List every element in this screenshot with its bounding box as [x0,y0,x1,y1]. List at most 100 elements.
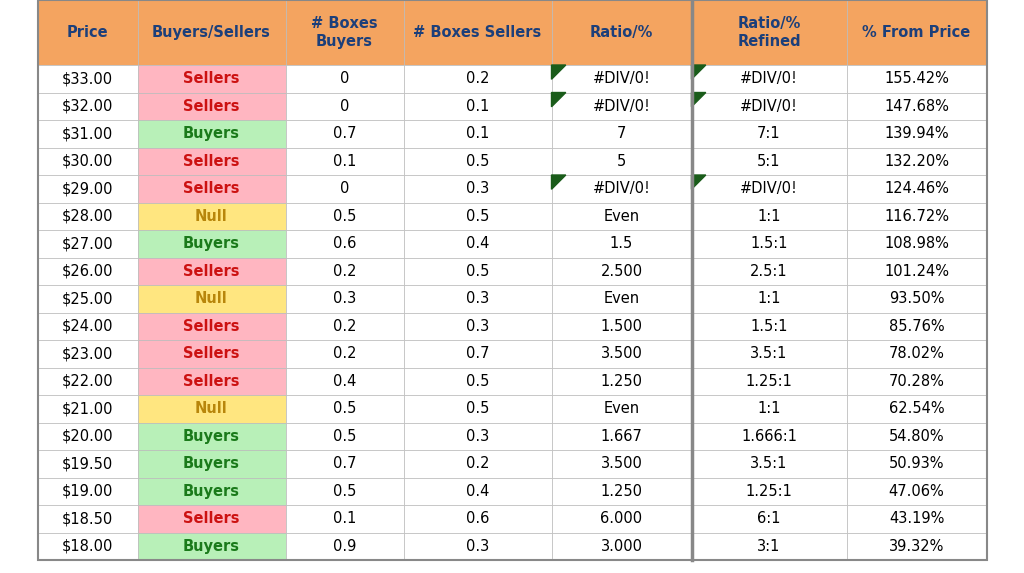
Text: 70.28%: 70.28% [889,374,944,388]
Bar [847,422,986,450]
Bar [137,422,286,450]
Text: #DIV/0!: #DIV/0! [740,99,798,114]
Bar [286,395,403,422]
Bar [847,532,986,560]
Text: 0.5: 0.5 [466,209,489,223]
Bar [286,312,403,340]
Bar [137,0,286,65]
Text: 0.7: 0.7 [466,346,489,361]
Bar [847,202,986,230]
Bar [552,367,691,395]
Text: $27.00: $27.00 [61,236,114,251]
Bar [137,340,286,367]
Text: 0: 0 [340,181,349,196]
Bar [552,450,691,477]
Text: 6.000: 6.000 [600,511,643,526]
Text: 85.76%: 85.76% [889,319,944,333]
Text: #DIV/0!: #DIV/0! [593,181,650,196]
Bar [552,477,691,505]
Bar [691,395,847,422]
Bar [137,257,286,285]
Bar [403,532,552,560]
Bar [137,312,286,340]
Text: 3.5:1: 3.5:1 [751,346,787,361]
Bar [403,120,552,147]
Bar [847,92,986,120]
Text: 0.5: 0.5 [466,264,489,278]
Polygon shape [552,65,566,79]
Text: Sellers: Sellers [183,71,240,87]
Bar [38,477,137,505]
Bar [403,422,552,450]
Text: 0.5: 0.5 [466,401,489,416]
Text: # Boxes
Buyers: # Boxes Buyers [311,16,378,49]
Text: $21.00: $21.00 [61,401,114,416]
Text: 0.5: 0.5 [333,484,356,499]
Text: 155.42%: 155.42% [884,71,949,87]
Bar [286,477,403,505]
Text: Ratio/%
Refined: Ratio/% Refined [737,16,801,49]
Bar [403,477,552,505]
Text: #DIV/0!: #DIV/0! [593,99,650,114]
Bar [691,120,847,147]
Text: $32.00: $32.00 [61,99,114,114]
Text: 5:1: 5:1 [758,154,780,169]
Text: 0.5: 0.5 [333,209,356,223]
Bar [691,175,847,202]
Text: 101.24%: 101.24% [884,264,949,278]
Text: $30.00: $30.00 [61,154,114,169]
Bar [847,505,986,532]
Bar [847,312,986,340]
Text: 3.500: 3.500 [600,456,642,471]
Bar [847,175,986,202]
Bar [403,395,552,422]
Bar [403,65,552,92]
Bar [691,285,847,312]
Bar [137,450,286,477]
Text: Ratio/%: Ratio/% [590,25,653,40]
Bar [552,395,691,422]
Text: 0.2: 0.2 [333,346,356,361]
Bar [691,0,847,65]
Bar [847,120,986,147]
Bar [137,395,286,422]
Text: #DIV/0!: #DIV/0! [740,181,798,196]
Text: Sellers: Sellers [183,374,240,388]
Bar [38,505,137,532]
Text: 0.5: 0.5 [333,401,356,416]
Text: 2.5:1: 2.5:1 [751,264,787,278]
Text: 6:1: 6:1 [758,511,780,526]
Text: #DIV/0!: #DIV/0! [593,71,650,87]
Text: Buyers/Sellers: Buyers/Sellers [152,25,271,40]
Polygon shape [552,175,566,189]
Bar [847,65,986,92]
Bar [286,257,403,285]
Bar [137,285,286,312]
Text: Buyers: Buyers [183,456,240,471]
Text: Even: Even [603,209,640,223]
Bar [552,92,691,120]
Bar [552,312,691,340]
Bar [552,340,691,367]
Text: 5: 5 [616,154,626,169]
Bar [38,92,137,120]
Bar [552,120,691,147]
Bar [403,257,552,285]
Text: Sellers: Sellers [183,154,240,169]
Text: Buyers: Buyers [183,429,240,444]
Bar [847,257,986,285]
Bar [847,285,986,312]
Text: 0: 0 [340,71,349,87]
Bar [552,422,691,450]
Bar [38,340,137,367]
Text: 47.06%: 47.06% [889,484,944,499]
Bar [691,477,847,505]
Text: 0.3: 0.3 [466,181,489,196]
Bar [38,65,137,92]
Text: #DIV/0!: #DIV/0! [740,71,798,87]
Bar [552,505,691,532]
Bar [286,92,403,120]
Bar [403,312,552,340]
Bar [403,175,552,202]
Text: Buyers: Buyers [183,236,240,251]
